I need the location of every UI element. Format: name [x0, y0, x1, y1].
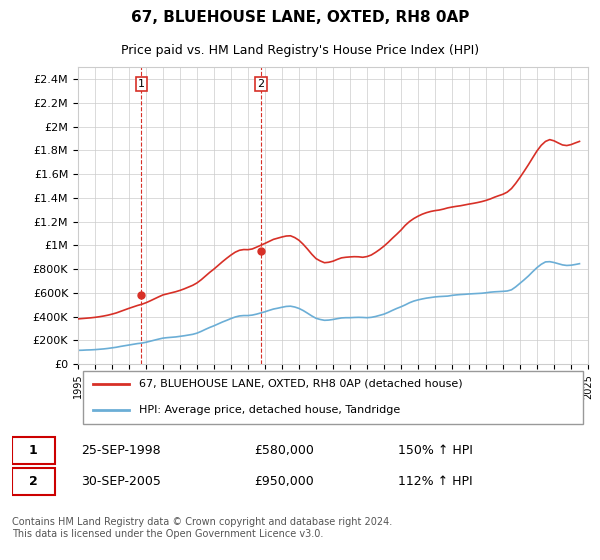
- Text: 67, BLUEHOUSE LANE, OXTED, RH8 0AP: 67, BLUEHOUSE LANE, OXTED, RH8 0AP: [131, 10, 469, 25]
- Text: 2: 2: [29, 475, 38, 488]
- FancyBboxPatch shape: [12, 468, 55, 495]
- Text: 67, BLUEHOUSE LANE, OXTED, RH8 0AP (detached house): 67, BLUEHOUSE LANE, OXTED, RH8 0AP (deta…: [139, 379, 463, 389]
- Text: HPI: Average price, detached house, Tandridge: HPI: Average price, detached house, Tand…: [139, 405, 400, 415]
- Text: 150% ↑ HPI: 150% ↑ HPI: [398, 444, 473, 457]
- Text: £950,000: £950,000: [254, 475, 314, 488]
- Text: 25-SEP-1998: 25-SEP-1998: [81, 444, 161, 457]
- FancyBboxPatch shape: [83, 371, 583, 424]
- FancyBboxPatch shape: [12, 437, 55, 464]
- Text: 112% ↑ HPI: 112% ↑ HPI: [398, 475, 473, 488]
- Text: 30-SEP-2005: 30-SEP-2005: [81, 475, 161, 488]
- Text: 1: 1: [29, 444, 38, 457]
- Text: 1: 1: [138, 79, 145, 89]
- Text: Contains HM Land Registry data © Crown copyright and database right 2024.
This d: Contains HM Land Registry data © Crown c…: [12, 517, 392, 539]
- Text: Price paid vs. HM Land Registry's House Price Index (HPI): Price paid vs. HM Land Registry's House …: [121, 44, 479, 57]
- Text: £580,000: £580,000: [254, 444, 314, 457]
- Text: 2: 2: [257, 79, 265, 89]
